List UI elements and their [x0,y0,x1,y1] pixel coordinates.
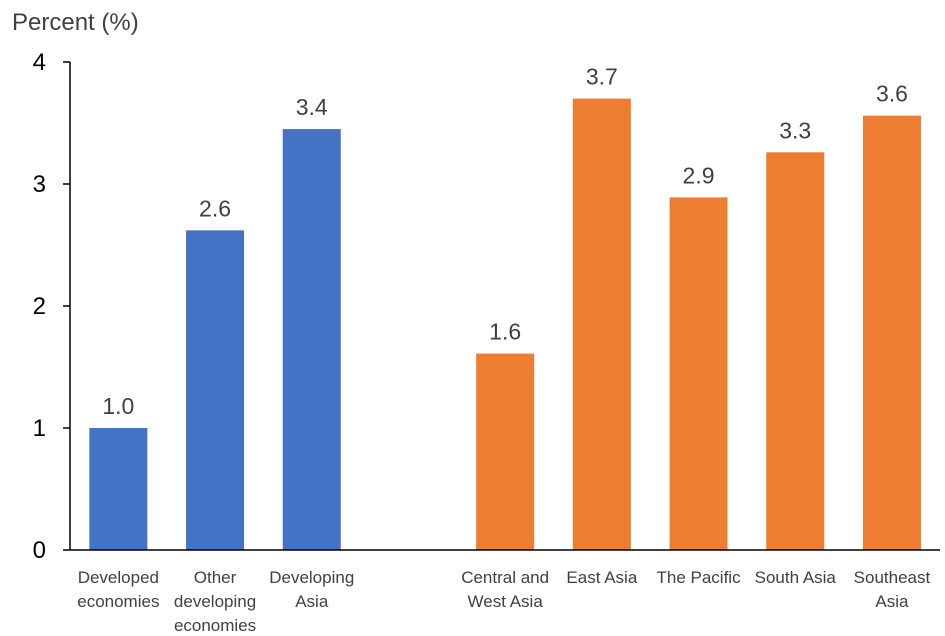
x-tick-label: South Asia [755,568,837,587]
x-tick-label: economies [174,616,256,635]
x-tick-label: Asia [875,592,909,611]
y-axis-label: Percent (%) [12,9,139,36]
x-tick-label: West Asia [468,592,544,611]
x-tick-label: East Asia [566,568,637,587]
y-tick-label: 2 [33,293,46,320]
bar [186,230,244,550]
x-tick-label: Developed [78,568,159,587]
data-label: 2.9 [683,162,715,188]
data-label: 3.3 [779,117,811,143]
data-label: 3.4 [296,94,328,120]
bar [476,354,534,550]
y-tick-label: 0 [33,537,46,564]
data-label: 3.7 [586,64,618,90]
x-tick-label: Asia [295,592,329,611]
x-tick-label: Developing [269,568,354,587]
y-tick-label: 1 [33,415,46,442]
bar [766,152,824,550]
x-tick-label: developing [174,592,256,611]
data-label: 1.6 [489,319,521,345]
x-axis: Developed economies Other developing economi… [70,550,940,635]
x-tick-label: Other [194,568,237,587]
x-tick-label: Central and [461,568,549,587]
bar [863,116,921,550]
x-tick-label: The Pacific [657,568,742,587]
bar [573,99,631,550]
data-label: 3.6 [876,81,908,107]
y-tick-label: 4 [33,49,46,76]
y-tick-label: 3 [33,171,46,198]
bar [89,428,147,550]
x-tick-label: economies [77,592,159,611]
bar [670,197,728,550]
data-label: 1.0 [102,393,134,419]
x-tick-label: Southeast [854,568,931,587]
data-label: 2.6 [199,195,231,221]
y-axis: 0 1 2 3 4 [33,49,70,564]
bar [283,129,341,550]
